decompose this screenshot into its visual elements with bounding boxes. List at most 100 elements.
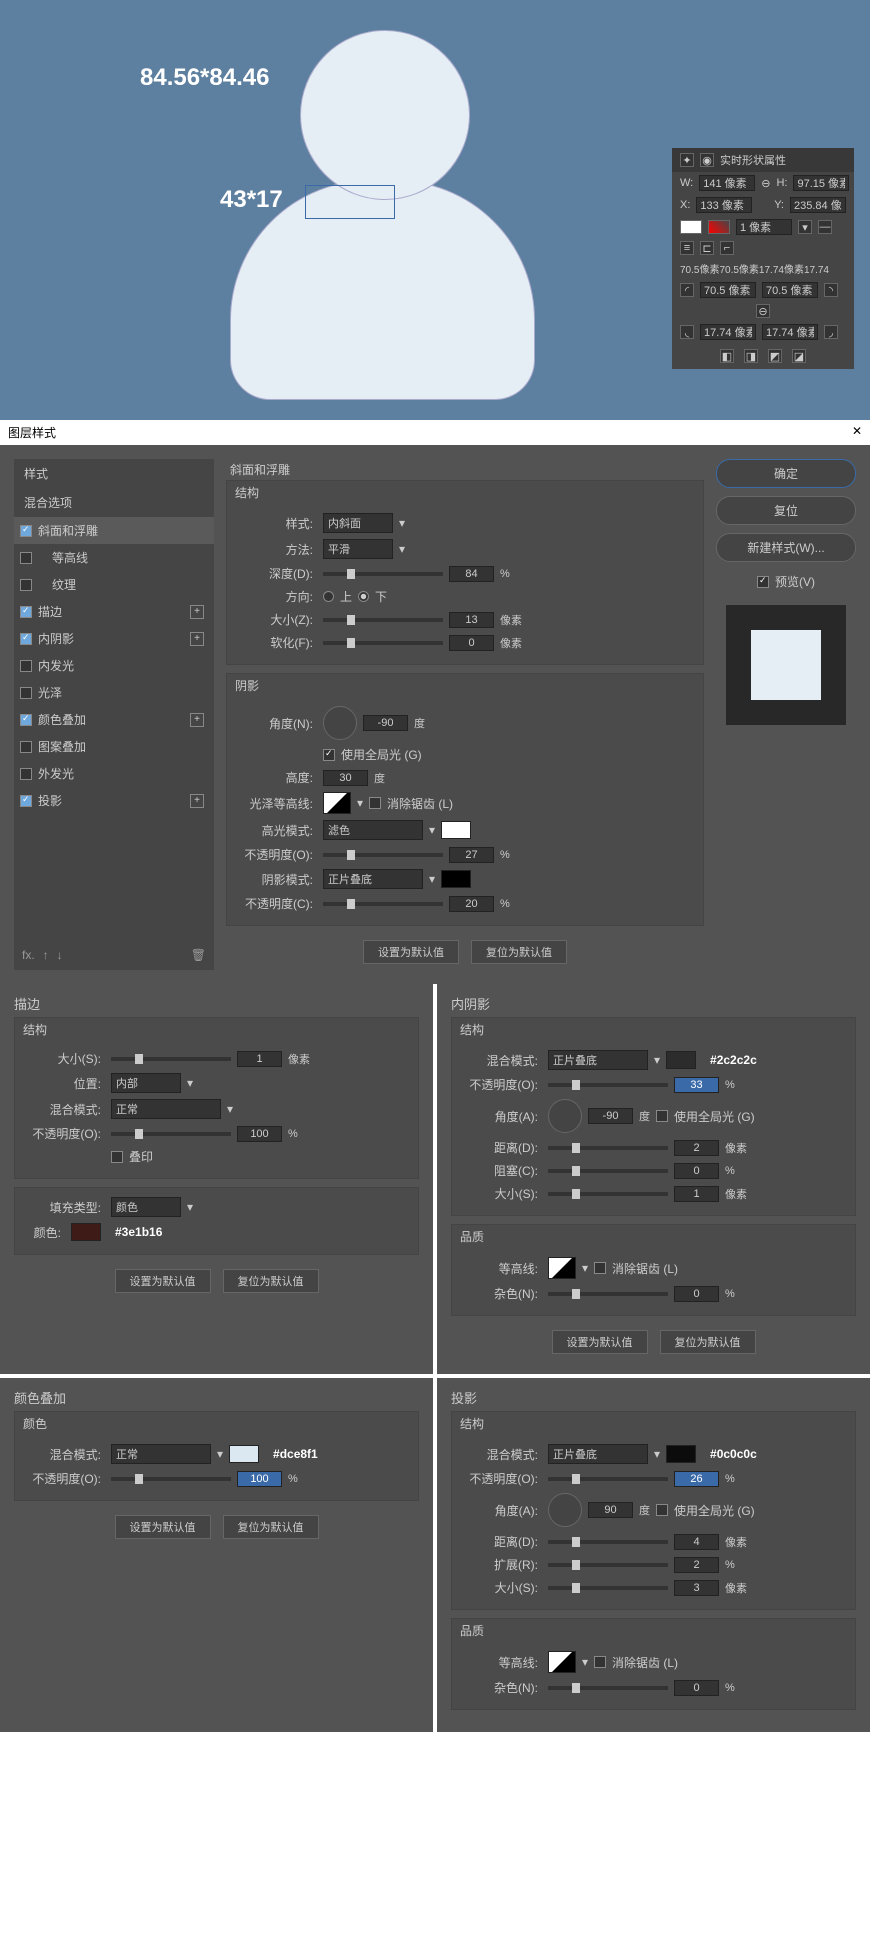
choke-slider[interactable] — [548, 1169, 668, 1173]
contour-swatch[interactable] — [548, 1257, 576, 1279]
style-item-5[interactable]: 内发光 — [14, 652, 214, 679]
trash-icon[interactable]: 🗑 — [191, 948, 206, 962]
color-swatch[interactable] — [666, 1445, 696, 1463]
style-item-9[interactable]: 外发光 — [14, 760, 214, 787]
chevron-down-icon[interactable]: ▾ — [227, 1102, 233, 1116]
dist-input[interactable] — [674, 1140, 719, 1156]
noise-input[interactable] — [674, 1286, 719, 1302]
size-input[interactable] — [237, 1051, 282, 1067]
choke-input[interactable] — [674, 1163, 719, 1179]
method-select[interactable]: 平滑 — [323, 539, 393, 559]
close-icon[interactable]: ✕ — [852, 424, 862, 441]
angle-dial[interactable] — [323, 706, 357, 740]
y-input[interactable] — [790, 197, 846, 213]
style-select[interactable]: 内斜面 — [323, 513, 393, 533]
color-swatch[interactable] — [229, 1445, 259, 1463]
global-checkbox[interactable] — [656, 1110, 668, 1122]
style-checkbox[interactable] — [20, 552, 32, 564]
depth-slider[interactable] — [323, 572, 443, 576]
chevron-down-icon[interactable]: ▾ — [654, 1447, 660, 1461]
style-item-0[interactable]: 斜面和浮雕 — [14, 517, 214, 544]
dir-down-radio[interactable] — [358, 591, 369, 602]
corner-tl-icon[interactable]: ◜ — [680, 283, 694, 297]
height-input[interactable] — [793, 175, 849, 191]
blend-select[interactable]: 正常 — [111, 1444, 211, 1464]
style-checkbox[interactable] — [20, 606, 32, 618]
pos-select[interactable]: 内部 — [111, 1073, 181, 1093]
pathop-2-icon[interactable]: ◨ — [744, 349, 758, 363]
down-icon[interactable]: ↓ — [57, 948, 63, 962]
global-checkbox[interactable] — [656, 1504, 668, 1516]
blend-options-label[interactable]: 混合选项 — [14, 488, 214, 517]
dist-slider[interactable] — [548, 1540, 668, 1544]
stroke-type-dropdown[interactable]: ▾ — [798, 220, 812, 234]
pathop-4-icon[interactable]: ◪ — [792, 349, 806, 363]
contour-swatch[interactable] — [548, 1651, 576, 1673]
style-item-4[interactable]: 内阴影+ — [14, 625, 214, 652]
style-checkbox[interactable] — [20, 795, 32, 807]
soften-input[interactable] — [449, 635, 494, 651]
hilite-op-slider[interactable] — [323, 853, 443, 857]
size-slider[interactable] — [548, 1192, 668, 1196]
stroke-swatch[interactable] — [708, 220, 730, 234]
opacity-input[interactable] — [674, 1471, 719, 1487]
corner-tl-input[interactable] — [700, 282, 756, 298]
chevron-down-icon[interactable]: ▾ — [187, 1200, 193, 1214]
style-item-2[interactable]: 纹理 — [14, 571, 214, 598]
chevron-down-icon[interactable]: ▾ — [399, 542, 405, 556]
antialias-checkbox[interactable] — [594, 1262, 606, 1274]
hilite-mode-select[interactable]: 滤色 — [323, 820, 423, 840]
dist-slider[interactable] — [548, 1146, 668, 1150]
style-checkbox[interactable] — [20, 660, 32, 672]
x-input[interactable] — [696, 197, 752, 213]
opacity-slider[interactable] — [548, 1083, 668, 1087]
opacity-slider[interactable] — [111, 1477, 231, 1481]
gloss-contour[interactable] — [323, 792, 351, 814]
width-input[interactable] — [699, 175, 755, 191]
pathop-1-icon[interactable]: ◧ — [720, 349, 734, 363]
plus-icon[interactable]: + — [190, 794, 204, 808]
link-icon[interactable]: ⊖ — [761, 177, 770, 190]
style-checkbox[interactable] — [20, 768, 32, 780]
preview-checkbox[interactable] — [757, 576, 769, 588]
opacity-slider[interactable] — [548, 1477, 668, 1481]
opacity-input[interactable] — [237, 1126, 282, 1142]
noise-slider[interactable] — [548, 1686, 668, 1690]
selection-rect[interactable] — [305, 185, 395, 219]
spread-slider[interactable] — [548, 1563, 668, 1567]
opacity-input[interactable] — [237, 1471, 282, 1487]
plus-icon[interactable]: + — [190, 605, 204, 619]
color-swatch[interactable] — [666, 1051, 696, 1069]
size-slider[interactable] — [111, 1057, 231, 1061]
style-item-1[interactable]: 等高线 — [14, 544, 214, 571]
up-icon[interactable]: ↑ — [43, 948, 49, 962]
chevron-down-icon[interactable]: ▾ — [582, 1261, 588, 1275]
set-default-button[interactable]: 设置为默认值 — [552, 1330, 648, 1354]
antialias-checkbox[interactable] — [594, 1656, 606, 1668]
corner-bl-icon[interactable]: ◟ — [680, 325, 694, 339]
shadow-op-input[interactable] — [449, 896, 494, 912]
chevron-down-icon[interactable]: ▾ — [187, 1076, 193, 1090]
angle-input[interactable] — [588, 1502, 633, 1518]
reset-default-button[interactable]: 复位为默认值 — [223, 1515, 319, 1539]
overprint-checkbox[interactable] — [111, 1151, 123, 1163]
color-swatch[interactable] — [71, 1223, 101, 1241]
corner-br-input[interactable] — [762, 324, 818, 340]
angle-input[interactable] — [363, 715, 408, 731]
ok-button[interactable]: 确定 — [716, 459, 856, 488]
noise-input[interactable] — [674, 1680, 719, 1696]
crop-icon[interactable]: ✦ — [680, 153, 694, 167]
align-icon[interactable]: ≡ — [680, 241, 694, 255]
shadow-mode-select[interactable]: 正片叠底 — [323, 869, 423, 889]
noise-slider[interactable] — [548, 1292, 668, 1296]
antialias-checkbox[interactable] — [369, 797, 381, 809]
reset-default-button[interactable]: 复位为默认值 — [223, 1269, 319, 1293]
soften-slider[interactable] — [323, 641, 443, 645]
size-slider[interactable] — [548, 1586, 668, 1590]
depth-input[interactable] — [449, 566, 494, 582]
size-input[interactable] — [674, 1186, 719, 1202]
corner-tr-input[interactable] — [762, 282, 818, 298]
plus-icon[interactable]: + — [190, 713, 204, 727]
style-checkbox[interactable] — [20, 579, 32, 591]
corner-bl-input[interactable] — [700, 324, 756, 340]
